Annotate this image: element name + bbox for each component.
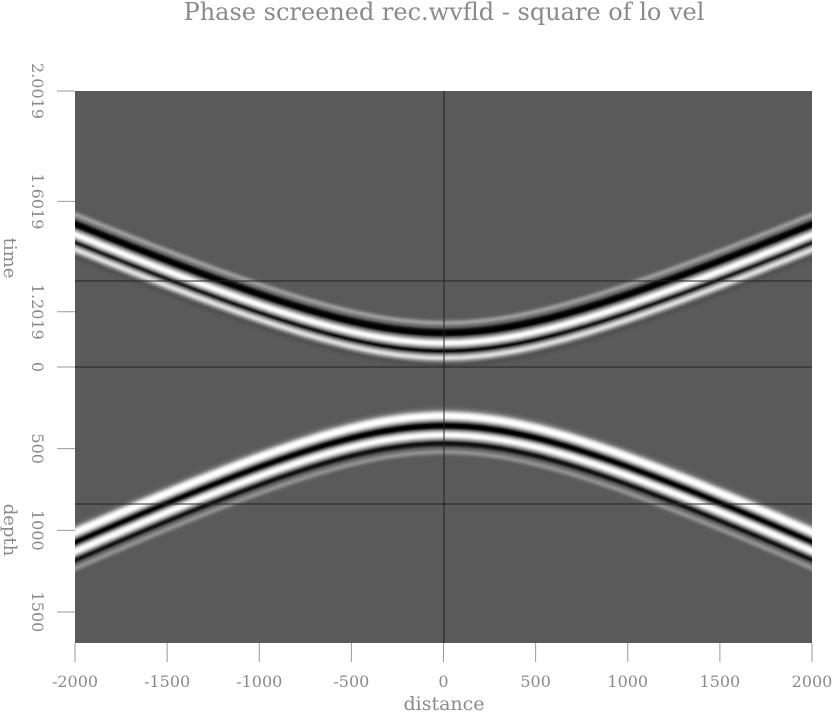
wavefield-depth-panel (75, 408, 812, 571)
wavefront-band (75, 212, 812, 325)
y-axis-label-depth: depth (0, 504, 20, 557)
wavefront-band (75, 254, 812, 367)
x-tick-label: -500 (333, 672, 369, 691)
wavefront-band (75, 450, 812, 571)
x-tick-label: 1500 (700, 672, 741, 691)
y-tick-label: 1000 (28, 510, 47, 551)
wavefront-band (75, 421, 812, 548)
wavefront-band (75, 408, 812, 529)
y-tick-label: 1.6019 (28, 173, 47, 229)
wavefield-time-panel (75, 212, 812, 367)
wavefront-band (75, 239, 812, 354)
y-tick-label: 500 (28, 433, 47, 464)
x-tick-label: -2000 (52, 672, 98, 691)
wavefront-band (75, 220, 812, 337)
x-tick-label: 2000 (792, 672, 832, 691)
y-axis: 2.0019 1.6019 1.2019 0 500 1000 1500 (28, 63, 75, 632)
wavefront-band (75, 440, 812, 563)
y-tick-label: 1500 (28, 592, 47, 633)
x-tick-label: 500 (520, 672, 551, 691)
x-tick-label: -1000 (236, 672, 282, 691)
wavefront-band (75, 412, 812, 537)
x-axis-label: distance (403, 693, 484, 714)
x-tick-label: 0 (438, 672, 448, 691)
y-tick-label: 0 (28, 362, 47, 372)
wavefront-band (75, 246, 812, 361)
chart-title: Phase screened rec.wvfld - square of lo … (184, 0, 705, 26)
y-axis-label-time: time (0, 238, 20, 279)
grid (75, 91, 812, 643)
y-tick-label: 2.0019 (28, 63, 47, 119)
x-tick-label: 1000 (607, 672, 648, 691)
x-tick-label: -1500 (144, 672, 190, 691)
wavefront-band (75, 230, 812, 347)
wavefront-band (75, 431, 812, 556)
x-axis: -2000 -1500 -1000 -500 0 500 1000 1500 2000 (52, 643, 832, 691)
y-tick-label: 1.2019 (28, 284, 47, 340)
